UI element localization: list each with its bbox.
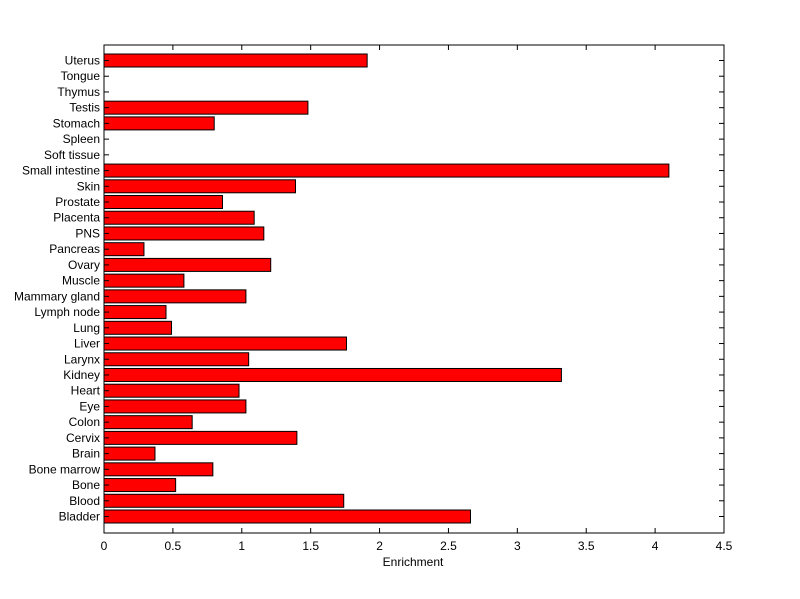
y-tick-label-skin: Skin: [77, 179, 100, 193]
bar-eye: [103, 399, 247, 414]
bar-prostate: [103, 195, 223, 210]
x-tick-label-4: 2: [376, 539, 383, 553]
bar-brain: [103, 446, 156, 461]
y-tick-label-thymus: Thymus: [57, 85, 100, 99]
y-tick-label-larynx: Larynx: [64, 352, 100, 366]
bar-stomach: [103, 116, 215, 131]
y-tick-label-small-intestine: Small intestine: [22, 164, 100, 178]
y-tick-label-heart: Heart: [71, 384, 101, 398]
y-tick-label-uterus: Uterus: [65, 54, 100, 68]
x-axis-label: Enrichment: [383, 555, 444, 569]
bar-colon: [103, 415, 193, 430]
y-tick-label-colon: Colon: [69, 415, 100, 429]
bar-heart: [103, 383, 240, 398]
y-tick-label-tongue: Tongue: [61, 69, 101, 83]
bar-kidney: [103, 367, 562, 382]
y-tick-label-eye: Eye: [79, 399, 100, 413]
y-tick-label-lymph-node: Lymph node: [34, 305, 100, 319]
y-tick-label-lung: Lung: [73, 321, 100, 335]
bar-placenta: [103, 210, 255, 225]
y-tick-label-soft-tissue: Soft tissue: [44, 148, 100, 162]
bar-cervix: [103, 430, 298, 445]
y-tick-label-spleen: Spleen: [63, 132, 100, 146]
y-tick-label-prostate: Prostate: [55, 195, 100, 209]
y-tick-label-testis: Testis: [69, 101, 100, 115]
bar-liver: [103, 336, 347, 351]
y-tick-label-pns: PNS: [75, 226, 100, 240]
bar-blood: [103, 493, 345, 508]
y-tick-label-blood: Blood: [69, 494, 100, 508]
bar-pancreas: [103, 242, 145, 257]
x-tick-label-8: 4: [652, 539, 659, 553]
bar-uterus: [103, 53, 368, 68]
y-tick-label-cervix: Cervix: [66, 431, 100, 445]
y-tick-label-muscle: Muscle: [62, 274, 100, 288]
bar-muscle: [103, 273, 185, 288]
y-tick-label-kidney: Kidney: [63, 368, 100, 382]
x-tick-label-2: 1: [238, 539, 245, 553]
bar-larynx: [103, 352, 250, 367]
x-tick-label-5: 2.5: [440, 539, 457, 553]
y-tick-label-bladder: Bladder: [59, 510, 100, 524]
y-tick-label-bone: Bone: [72, 478, 100, 492]
y-tick-label-bone-marrow: Bone marrow: [29, 462, 101, 476]
bar-lung: [103, 320, 173, 335]
bar-bone-marrow: [103, 462, 214, 477]
bar-testis: [103, 100, 309, 115]
x-tick-label-7: 3.5: [578, 539, 595, 553]
bar-bladder: [103, 509, 471, 524]
bar-small-intestine: [103, 163, 670, 178]
y-tick-label-mammary-gland: Mammary gland: [14, 289, 100, 303]
y-tick-label-brain: Brain: [72, 447, 100, 461]
bar-mammary-gland: [103, 289, 247, 304]
x-tick-label-9: 4.5: [716, 539, 733, 553]
bar-skin: [103, 179, 297, 194]
x-tick-label-1: 0.5: [165, 539, 182, 553]
plot-frame: [103, 44, 725, 534]
y-tick-label-pancreas: Pancreas: [49, 242, 100, 256]
y-tick-label-liver: Liver: [74, 337, 100, 351]
y-tick-label-placenta: Placenta: [53, 211, 100, 225]
y-tick-label-ovary: Ovary: [68, 258, 100, 272]
bar-lymph-node: [103, 305, 167, 320]
bar-bone: [103, 478, 177, 493]
x-tick-label-3: 1.5: [302, 539, 319, 553]
bar-ovary: [103, 257, 272, 272]
bar-pns: [103, 226, 265, 241]
x-ticks-group: 0 0.5 1 1.5 2 2.5 3 3.5 4 4.5: [101, 45, 733, 553]
x-tick-label-6: 3: [514, 539, 521, 553]
x-tick-label-0: 0: [101, 539, 108, 553]
y-tick-label-stomach: Stomach: [53, 116, 100, 130]
